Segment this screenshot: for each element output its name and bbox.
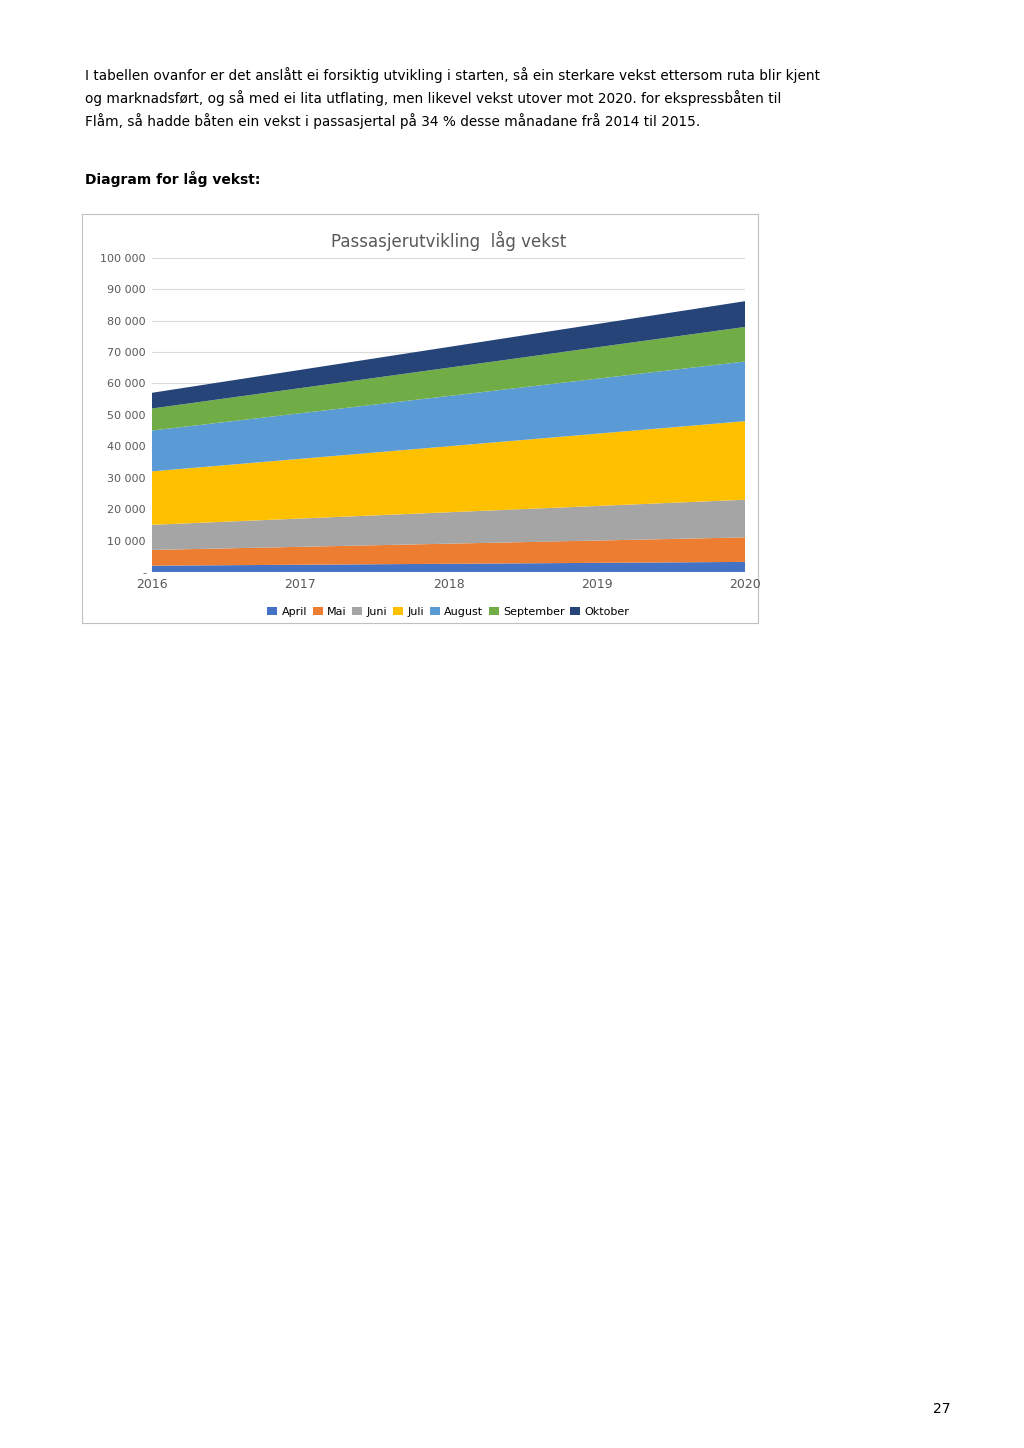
Text: 27: 27 [933,1402,951,1416]
Title: Passasjerutvikling  låg vekst: Passasjerutvikling låg vekst [331,230,566,251]
Legend: April, Mai, Juni, Juli, August, September, Oktober: April, Mai, Juni, Juli, August, Septembe… [263,602,634,621]
Text: I tabellen ovanfor er det anslått ei forsiktig utvikling i starten, så ein sterk: I tabellen ovanfor er det anslått ei for… [85,67,820,129]
Text: Diagram for låg vekst:: Diagram for låg vekst: [85,171,260,187]
